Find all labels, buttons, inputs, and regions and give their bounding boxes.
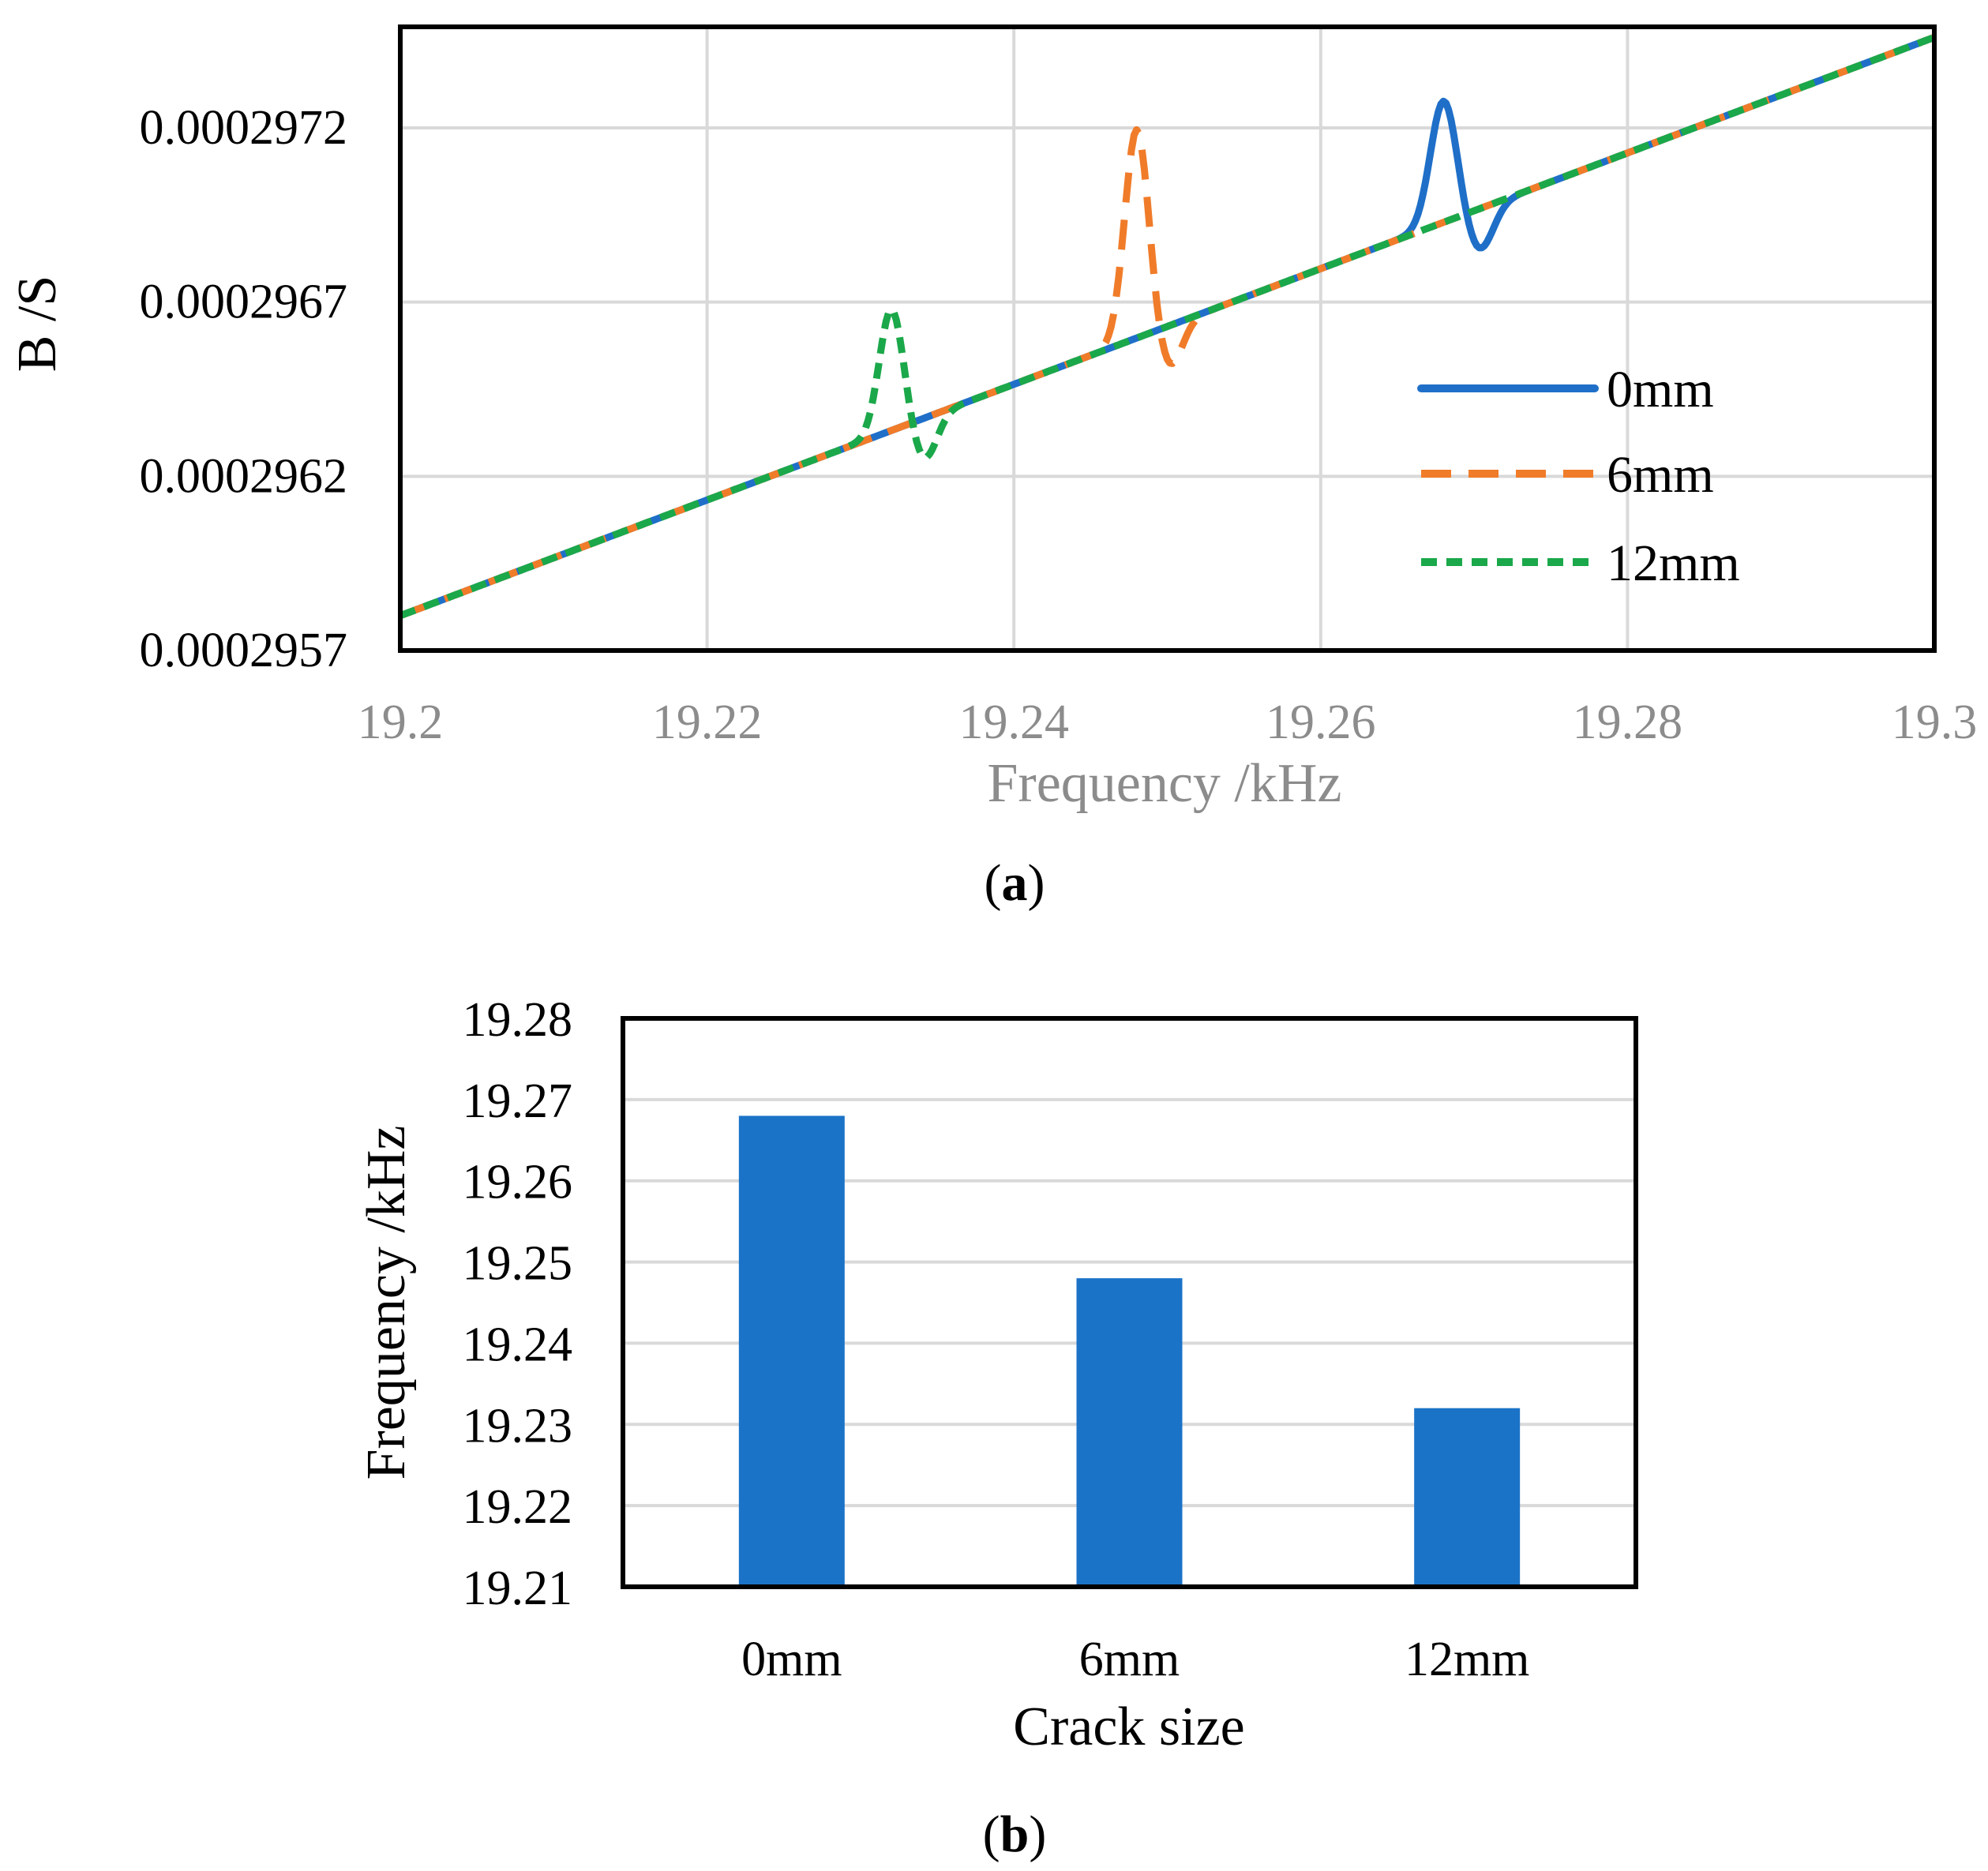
panel-b-caption: (b)	[983, 1805, 1047, 1863]
b-y-tick-label: 19.25	[463, 1237, 573, 1291]
legend-label-0mm: 0mm	[1607, 361, 1714, 418]
a-x-tick-label: 19.22	[652, 696, 763, 749]
b-y-tick-label: 19.26	[463, 1156, 573, 1209]
panel-a-legend: 0mm 6mm 12mm	[1417, 361, 1740, 592]
panel-b-x-ticks: 0mm 6mm 12mm	[741, 1633, 1529, 1686]
panel-b-y-axis-title: Frequency /kHz	[356, 1125, 417, 1479]
panel-b-y-ticks: 19.21 19.22 19.23 19.24 19.25 19.26 19.27 19.28	[463, 993, 573, 1615]
b-x-tick-label: 12mm	[1405, 1633, 1529, 1686]
a-y-tick-label: 0.0002957	[140, 624, 348, 677]
panel-a-x-axis-title: Frequency /kHz	[987, 753, 1341, 814]
series-line-6mm	[399, 34, 1936, 620]
panel-b: 19.21 19.22 19.23 19.24 19.25 19.26 19.27 19.28…	[356, 993, 1638, 1863]
b-x-tick-label: 6mm	[1079, 1633, 1180, 1686]
a-x-tick-label: 19.3	[1892, 696, 1978, 749]
a-y-tick-label: 0.0002967	[140, 276, 348, 329]
panel-a-x-ticks: 19.2 19.22 19.24 19.26 19.28 19.3	[358, 696, 1978, 749]
bar-0mm	[738, 1115, 845, 1587]
b-x-tick-label: 0mm	[741, 1633, 842, 1686]
panel-b-bars	[738, 1115, 1521, 1587]
bar-12mm	[1414, 1408, 1521, 1587]
b-y-tick-label: 19.22	[463, 1480, 573, 1534]
bar-6mm	[1076, 1278, 1183, 1587]
a-x-tick-label: 19.26	[1266, 696, 1376, 749]
series-line-12mm	[399, 34, 1936, 620]
panel-b-plot-frame	[621, 1016, 1638, 1589]
b-y-tick-label: 19.21	[463, 1562, 573, 1615]
panel-a-y-axis-title: B /S	[7, 276, 68, 373]
panel-a-caption: (a)	[985, 854, 1045, 912]
panel-a-series	[399, 34, 1936, 620]
legend-label-12mm: 12mm	[1607, 534, 1740, 592]
b-y-tick-label: 19.24	[463, 1318, 573, 1371]
b-y-tick-label: 19.27	[463, 1074, 573, 1128]
panel-b-x-axis-title: Crack size	[1013, 1697, 1244, 1757]
b-y-tick-label: 19.28	[463, 993, 573, 1047]
legend-label-6mm: 6mm	[1607, 446, 1714, 504]
a-y-tick-label: 0.0002972	[140, 101, 348, 155]
a-x-tick-label: 19.2	[358, 696, 444, 749]
b-y-tick-label: 19.23	[463, 1399, 573, 1453]
panel-a-y-ticks: 0.0002957 0.0002962 0.0002967 0.0002972	[140, 101, 348, 677]
a-x-tick-label: 19.28	[1573, 696, 1683, 749]
a-x-tick-label: 19.24	[958, 696, 1069, 749]
panel-a-plot-frame	[398, 24, 1937, 653]
panel-a: 0.0002957 0.0002962 0.0002967 0.0002972 19.…	[7, 24, 1978, 912]
a-y-tick-label: 0.0002962	[140, 449, 348, 503]
